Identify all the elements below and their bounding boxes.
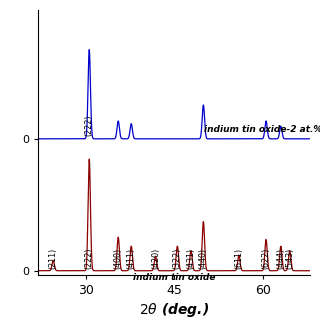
Text: (440): (440) [199, 247, 208, 268]
Text: (411): (411) [127, 247, 136, 268]
Text: (222): (222) [85, 115, 94, 136]
Text: indium tin oxide-2 at.% S: indium tin oxide-2 at.% S [204, 125, 320, 134]
Text: indium tin oxide: indium tin oxide [133, 273, 215, 282]
Text: (420): (420) [151, 247, 160, 268]
Text: (400): (400) [114, 247, 123, 268]
Text: (444): (444) [276, 247, 285, 268]
Text: (211): (211) [49, 247, 58, 268]
X-axis label: $2\theta$ (deg.): $2\theta$ (deg.) [139, 301, 210, 319]
Text: (431): (431) [187, 247, 196, 268]
Text: (322): (322) [173, 247, 182, 268]
Text: (543): (543) [285, 247, 294, 268]
Text: (611): (611) [234, 247, 243, 268]
Text: (222): (222) [85, 247, 94, 268]
Text: (622): (622) [261, 247, 270, 268]
